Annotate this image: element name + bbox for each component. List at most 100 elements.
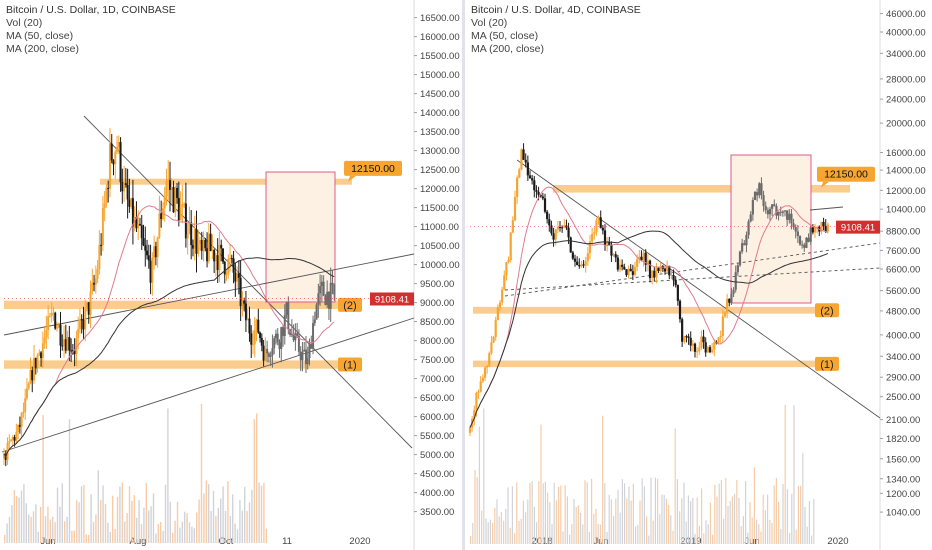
volume-bar: [731, 496, 733, 544]
candle-body: [543, 198, 547, 212]
candle-body: [747, 221, 750, 235]
candle-body: [94, 278, 97, 285]
volume-bar: [767, 494, 769, 544]
candle-body: [264, 348, 267, 361]
chart-1d-canvas[interactable]: 16500.00 16000.00 15500.00 15000.00 14500.00…: [0, 0, 462, 550]
chart-pane-4d[interactable]: 46000.00 40000.00 34000.00 28000.00 24000.00…: [465, 0, 932, 550]
candle-body: [63, 339, 66, 347]
candle-body: [734, 272, 737, 290]
volume-bar: [778, 501, 780, 544]
volume-bar: [674, 428, 676, 544]
candle-body: [578, 264, 581, 267]
candle-body: [666, 265, 669, 272]
volume-bar: [509, 527, 511, 544]
candle-body: [239, 277, 242, 307]
volume-bar: [527, 499, 529, 544]
volume-bar: [648, 535, 650, 544]
chart-4d-canvas[interactable]: 46000.00 40000.00 34000.00 28000.00 24000.00…: [465, 0, 932, 550]
candle-body: [116, 146, 119, 152]
candle-body: [252, 344, 254, 346]
candle-body: [539, 194, 542, 197]
volume-bar: [712, 534, 714, 544]
candle-body: [50, 312, 53, 316]
volume-bar: [145, 482, 147, 543]
y-tick-label: 14000.00: [886, 166, 926, 177]
volume-bar: [143, 507, 145, 543]
volume-bar: [248, 502, 251, 543]
volume-bar: [525, 512, 527, 544]
candle-body: [186, 234, 189, 239]
candle-body: [128, 199, 131, 207]
candle-body: [608, 241, 611, 246]
candle-body: [243, 300, 246, 304]
y-tick-label: 1040.00: [886, 508, 920, 519]
volume-bar: [740, 526, 742, 544]
candle-body: [131, 198, 134, 227]
volume-bar: [736, 480, 738, 544]
price-label-bg: [836, 220, 880, 234]
y-tick-label: 5000.00: [420, 450, 454, 461]
y-tick-label: 16000.00: [886, 148, 926, 159]
candle-body: [179, 207, 182, 221]
volume-bar: [553, 482, 555, 544]
current-price-label: 9108.41: [841, 223, 875, 234]
zone-label: (1): [343, 360, 356, 372]
legend-1d: Bitcoin / U.S. Dollar, 1D, COINBASE Vol …: [6, 4, 176, 56]
candle-body: [301, 351, 304, 361]
candle-body: [40, 352, 43, 359]
support-zone-2: [4, 360, 352, 369]
resistance-zone: [100, 178, 352, 185]
candle-body: [250, 333, 253, 345]
volume-bar: [591, 478, 593, 544]
candle-body: [176, 187, 179, 198]
candle-body: [582, 264, 585, 266]
candle-body: [809, 227, 812, 242]
candle-body: [670, 275, 673, 277]
candle-body: [43, 337, 46, 344]
volume-bar: [771, 522, 773, 544]
chart-pane-1d[interactable]: 16500.00 16000.00 15500.00 15000.00 14500.00…: [0, 0, 462, 550]
candle-body: [503, 275, 506, 290]
volume-bar: [789, 532, 791, 544]
volume-bar: [215, 515, 217, 543]
candle-body: [304, 349, 307, 365]
volume-bar: [628, 486, 630, 544]
candle-body: [202, 239, 205, 251]
candle-body: [723, 312, 727, 317]
volume-bar: [176, 501, 179, 543]
candle-body: [790, 213, 793, 224]
volume-bar: [617, 489, 619, 544]
candle-body: [123, 183, 126, 192]
candle-body: [144, 245, 147, 251]
candle-body: [700, 336, 703, 348]
candle-body: [156, 237, 159, 258]
candle-body: [146, 250, 149, 256]
candle-body: [569, 237, 572, 253]
volume-bar: [241, 510, 243, 543]
y-tick-label: 1820.00: [886, 434, 920, 445]
volume-bar: [97, 470, 99, 543]
candle-body: [601, 227, 604, 231]
y-tick-label: 9000.00: [420, 298, 454, 309]
volume-bar: [709, 502, 711, 544]
volume-bar: [52, 516, 54, 543]
y-tick-label: 14500.00: [420, 89, 460, 100]
candle-body: [483, 367, 487, 378]
volume-bar: [208, 484, 210, 543]
candle-body: [783, 210, 787, 212]
pane-divider[interactable]: [462, 0, 465, 550]
y-tick-label: 3400.00: [886, 352, 920, 363]
candle-body: [184, 203, 187, 239]
candle-body: [674, 279, 677, 286]
volume-bar: [690, 500, 692, 544]
candle-body: [142, 238, 145, 246]
candle-body: [541, 196, 544, 199]
volume-bar: [758, 524, 760, 544]
volume-bar: [478, 426, 480, 544]
volume-bar: [186, 513, 188, 543]
x-tick-label: 2018: [531, 536, 552, 547]
candle-body: [24, 398, 27, 412]
candle-body: [531, 178, 534, 181]
candle-body: [80, 319, 83, 321]
candle-body: [548, 219, 551, 226]
